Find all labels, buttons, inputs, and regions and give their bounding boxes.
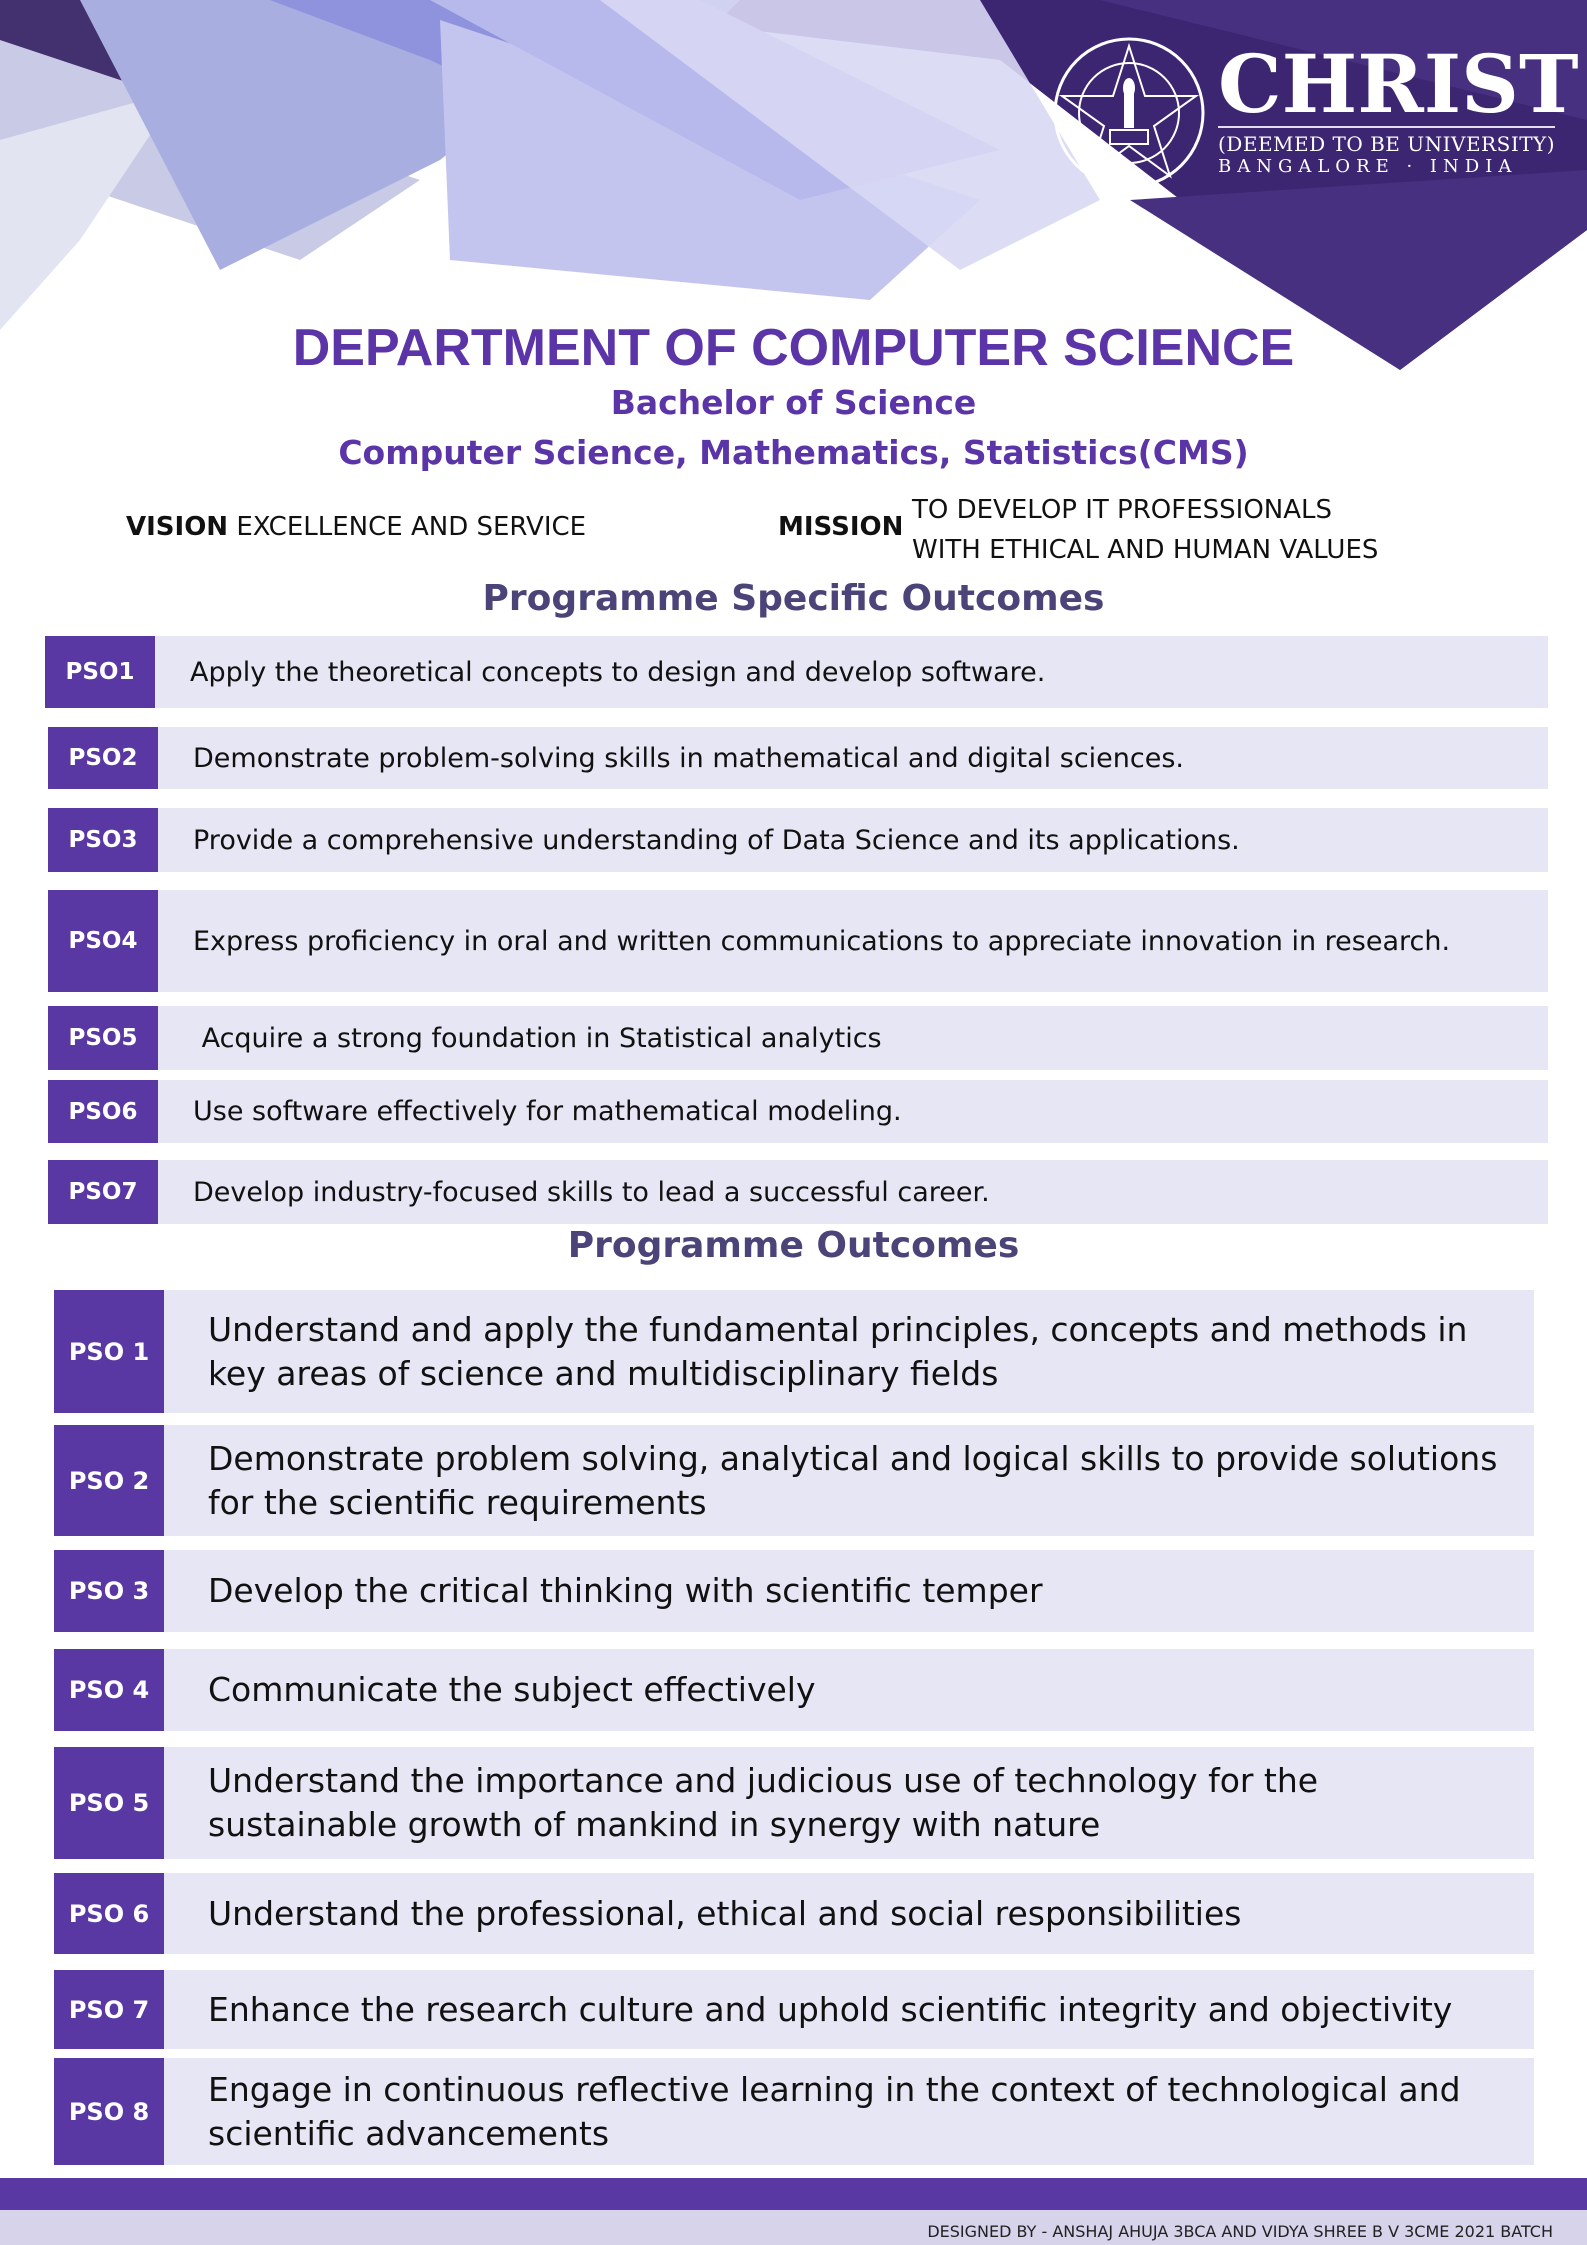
- po-text: Enhance the research culture and uphold …: [208, 1989, 1453, 2029]
- pso-text: Provide a comprehensive understanding of…: [193, 824, 1240, 856]
- mission-line-1: TO DEVELOP IT PROFESSIONALS: [912, 495, 1333, 525]
- mission-label: MISSION: [778, 512, 904, 542]
- degree-title: Bachelor of Science: [610, 383, 977, 422]
- pso-text: Express proficiency in oral and written …: [193, 925, 1451, 957]
- programme-title: Computer Science, Mathematics, Statistic…: [338, 433, 1249, 472]
- department-title: DEPARTMENT OF COMPUTER SCIENCE: [292, 319, 1295, 377]
- brand-location: BANGALORE · INDIA: [1218, 156, 1518, 177]
- footer-strip: [0, 2178, 1587, 2210]
- brand-name: CHRIST: [1218, 37, 1579, 131]
- pso-row-7: PSO7 Develop industry-focused skills to …: [48, 1160, 1548, 1224]
- po-section-heading: Programme Outcomes: [567, 1225, 1020, 1266]
- po-row-2: PSO 2 Demonstrate problem solving, analy…: [54, 1425, 1534, 1536]
- po-text: Understand the professional, ethical and…: [208, 1893, 1242, 1933]
- pso-row-2: PSO2 Demonstrate problem-solving skills …: [48, 727, 1548, 789]
- po-code-badge: PSO 6: [54, 1873, 164, 1954]
- pso-code-badge: PSO6: [48, 1080, 158, 1143]
- pso-row-3: PSO3 Provide a comprehensive understandi…: [48, 808, 1548, 872]
- po-code-badge: PSO 8: [54, 2058, 164, 2165]
- footer-credit: DESIGNED BY - ANSHAJ AHUJA 3BCA AND VIDY…: [927, 2222, 1553, 2241]
- po-text: Communicate the subject effectively: [208, 1670, 816, 1709]
- pso-code-badge: PSO7: [48, 1160, 158, 1224]
- pso-text: Apply the theoretical concepts to design…: [190, 656, 1046, 688]
- pso-code-badge: PSO2: [48, 727, 158, 789]
- pso-code-badge: PSO4: [48, 890, 158, 992]
- header-background: [0, 0, 1587, 370]
- pso-code-badge: PSO1: [45, 636, 155, 708]
- brand-subtitle: (DEEMED TO BE UNIVERSITY): [1218, 126, 1556, 156]
- pso-text: Demonstrate problem-solving skills in ma…: [193, 742, 1185, 774]
- po-code-badge: PSO 3: [54, 1550, 164, 1632]
- po-text: Demonstrate problem solving, analytical …: [208, 1438, 1498, 1522]
- university-logo: CHRIST (DEEMED TO BE UNIVERSITY) BANGALO…: [1050, 34, 1580, 194]
- po-text: Understand and apply the fundamental pri…: [208, 1309, 1468, 1393]
- pso-text: Develop industry-focused skills to lead …: [193, 1176, 990, 1208]
- po-row-4: PSO 4 Communicate the subject effectivel…: [54, 1649, 1534, 1731]
- po-code-badge: PSO 2: [54, 1425, 164, 1536]
- po-row-7: PSO 7 Enhance the research culture and u…: [54, 1970, 1534, 2049]
- vision-text: EXCELLENCE AND SERVICE: [236, 512, 587, 542]
- pso-row-6: PSO6 Use software effectively for mathem…: [48, 1080, 1548, 1143]
- pso-text: Use software effectively for mathematica…: [193, 1096, 902, 1127]
- po-code-badge: PSO 4: [54, 1649, 164, 1731]
- po-text: Engage in continuous reflective learning…: [208, 2069, 1461, 2153]
- po-row-1: PSO 1 Understand and apply the fundament…: [54, 1290, 1534, 1413]
- po-row-8: PSO 8 Engage in continuous reflective le…: [54, 2058, 1534, 2165]
- footer-band: [0, 2210, 1587, 2245]
- pso-text: Acquire a strong foundation in Statistic…: [193, 1022, 882, 1054]
- mission-text: TO DEVELOP IT PROFESSIONALS WITH ETHICAL…: [912, 490, 1378, 570]
- pso-row-1: PSO1 Apply the theoretical concepts to d…: [45, 636, 1548, 708]
- pso-row-5: PSO5 Acquire a strong foundation in Stat…: [48, 1006, 1548, 1070]
- pso-code-badge: PSO3: [48, 808, 158, 872]
- po-text: Develop the critical thinking with scien…: [208, 1571, 1043, 1610]
- pso-row-4: PSO4 Express proficiency in oral and wri…: [48, 890, 1548, 992]
- po-code-badge: PSO 1: [54, 1290, 164, 1413]
- vision-statement: VISION EXCELLENCE AND SERVICE: [126, 512, 586, 542]
- pso-section-heading: Programme Specific Outcomes: [482, 578, 1105, 619]
- po-row-3: PSO 3 Develop the critical thinking with…: [54, 1550, 1534, 1632]
- po-text: Understand the importance and judicious …: [208, 1761, 1319, 1844]
- po-row-5: PSO 5 Understand the importance and judi…: [54, 1747, 1534, 1859]
- mission-line-2: WITH ETHICAL AND HUMAN VALUES: [912, 535, 1379, 565]
- university-seal-icon: [1053, 37, 1205, 189]
- vision-label: VISION: [126, 512, 229, 542]
- title-block: DEPARTMENT OF COMPUTER SCIENCE Bachelor …: [0, 318, 1587, 478]
- po-code-badge: PSO 7: [54, 1970, 164, 2049]
- po-row-6: PSO 6 Understand the professional, ethic…: [54, 1873, 1534, 1954]
- pso-code-badge: PSO5: [48, 1006, 158, 1070]
- po-code-badge: PSO 5: [54, 1747, 164, 1859]
